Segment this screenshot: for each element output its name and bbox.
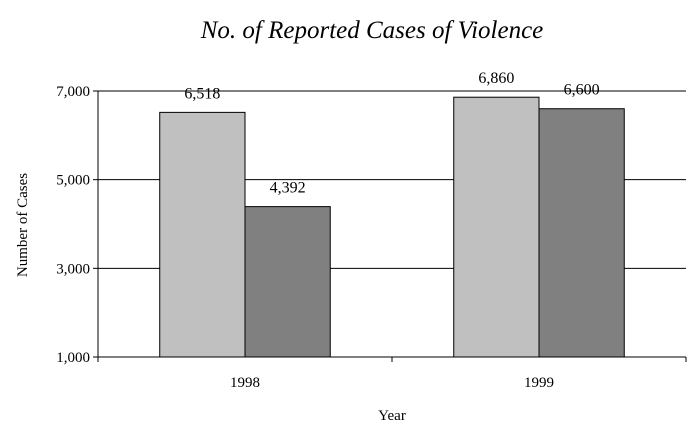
bar <box>538 108 625 358</box>
data-label: 4,392 <box>270 180 306 197</box>
data-labels: 6,518 4,392 6,860 6,600 <box>184 70 599 196</box>
data-label: 6,518 <box>184 85 220 102</box>
data-label: 6,860 <box>478 70 514 87</box>
bar <box>453 96 540 358</box>
data-label: 6,600 <box>564 82 600 99</box>
bars <box>159 96 625 358</box>
x-tick-label: 1998 <box>230 375 260 391</box>
axes <box>93 90 687 362</box>
x-axis-label: Year <box>378 408 406 424</box>
y-tick-label: 7,000 <box>56 84 90 100</box>
bar <box>244 206 331 358</box>
y-tick-labels: 1,000 3,000 5,000 7,000 <box>56 84 90 366</box>
bar <box>159 111 246 358</box>
y-tick-label: 1,000 <box>56 350 90 366</box>
x-tick-labels: 1998 1999 <box>230 375 554 391</box>
chart-title: No. of Reported Cases of Violence <box>200 17 544 44</box>
y-axis-label: Number of Cases <box>15 173 31 277</box>
y-tick-label: 3,000 <box>56 261 90 277</box>
y-tick-label: 5,000 <box>56 173 90 189</box>
x-tick-label: 1999 <box>524 375 554 391</box>
